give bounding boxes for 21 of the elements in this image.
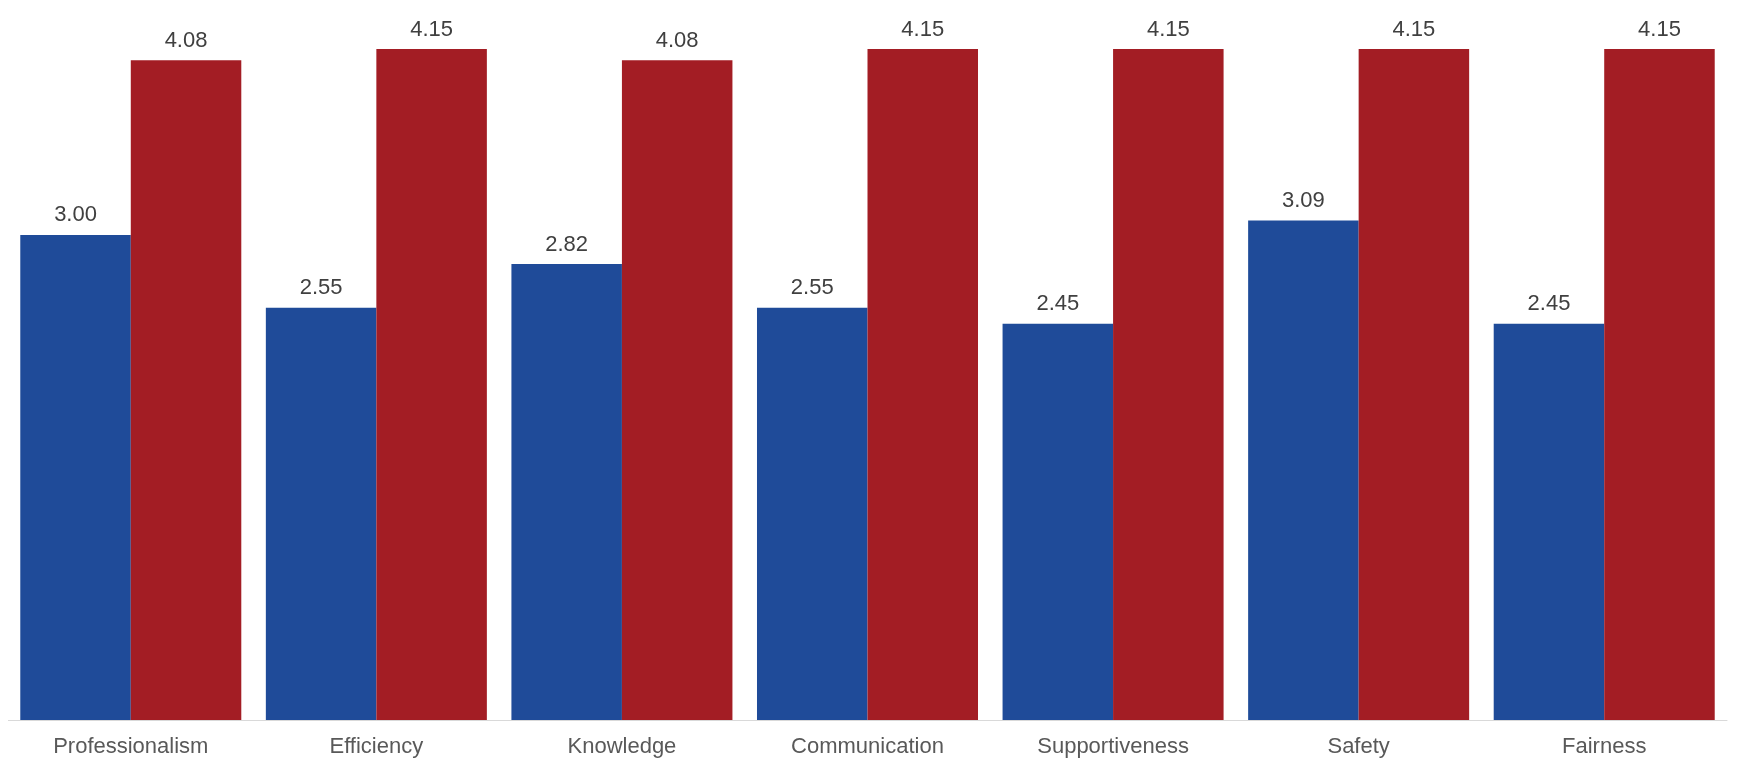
data-label: 4.08 <box>164 26 208 52</box>
x-tick-label: Supportiveness <box>1037 732 1189 758</box>
data-label: 2.45 <box>1036 290 1080 316</box>
x-tick-label: Safety <box>1327 732 1390 758</box>
data-label: 4.15 <box>1392 15 1436 41</box>
data-label: 4.15 <box>1146 15 1190 41</box>
data-label: 3.00 <box>54 201 97 227</box>
x-tick-label: Fairness <box>1562 732 1647 758</box>
x-tick-label: Communication <box>791 732 944 758</box>
data-label: 4.15 <box>410 15 454 41</box>
x-tick-label: Professionalism <box>53 732 209 758</box>
x-tick-label: Efficiency <box>329 732 424 758</box>
data-label: 2.55 <box>299 274 343 300</box>
data-label: 3.09 <box>1281 186 1325 212</box>
data-label: 2.82 <box>545 230 589 256</box>
x-tick-label: Knowledge <box>567 732 677 758</box>
data-label: 4.08 <box>655 26 699 52</box>
data-label: 4.15 <box>901 15 945 41</box>
data-label: 2.45 <box>1527 290 1571 316</box>
data-label: 2.55 <box>790 274 834 300</box>
data-label: 4.15 <box>1638 15 1681 41</box>
